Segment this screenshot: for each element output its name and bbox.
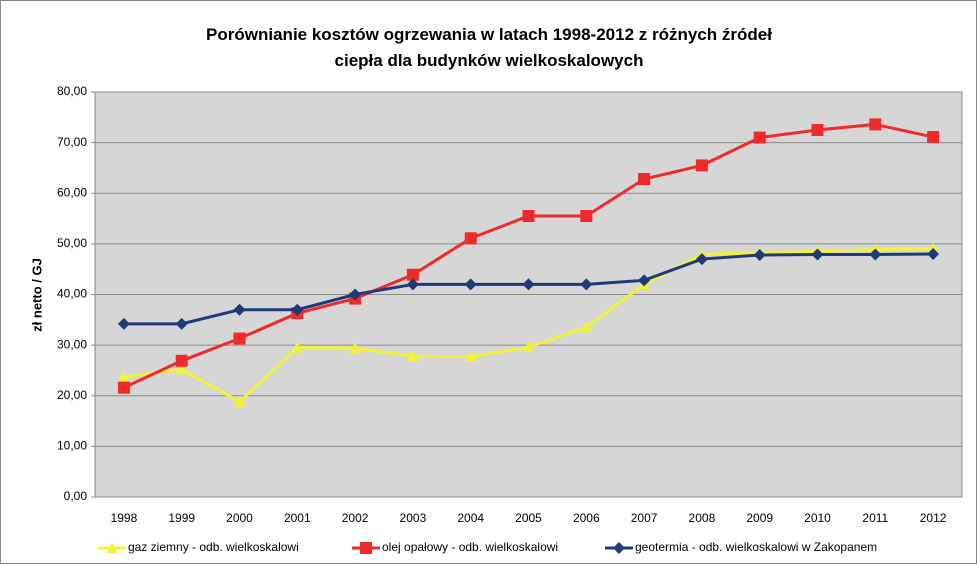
- point: [927, 131, 940, 144]
- legend-label: gaz ziemny - odb. wielkoskalowi: [128, 540, 299, 554]
- point: [580, 278, 593, 291]
- y-tick-label: 50,00: [57, 236, 87, 250]
- point: [175, 363, 188, 375]
- point: [291, 303, 304, 316]
- point: [464, 278, 477, 291]
- y-tick-label: 30,00: [57, 337, 87, 351]
- y-tick-label: 80,00: [57, 84, 87, 98]
- point: [117, 317, 130, 330]
- point: [580, 321, 593, 333]
- chart-title: Porównianie kosztów ogrzewania w latach …: [206, 25, 772, 70]
- point: [927, 248, 940, 260]
- point: [117, 381, 130, 394]
- point: [464, 350, 477, 362]
- x-tick-label: 2011: [862, 511, 888, 525]
- y-tick-label: 10,00: [57, 439, 87, 453]
- point: [811, 123, 824, 136]
- x-tick-label: 2001: [284, 511, 311, 525]
- x-tick-label: 2008: [689, 511, 716, 525]
- point: [106, 542, 118, 553]
- point: [349, 342, 362, 354]
- point: [753, 131, 766, 144]
- point: [613, 542, 625, 554]
- point: [638, 173, 651, 186]
- point: [580, 210, 593, 223]
- point: [638, 274, 651, 287]
- point: [233, 395, 246, 407]
- legend-label: olej opałowy - odb. wielkoskalowi: [382, 540, 558, 554]
- y-tick-label: 70,00: [57, 135, 87, 149]
- x-tick-label: 2004: [457, 511, 484, 525]
- x-tick-label: 1998: [111, 511, 138, 525]
- point: [811, 248, 824, 261]
- x-tick-label: 2006: [573, 511, 600, 525]
- point: [522, 278, 535, 291]
- x-tick-label: 2005: [515, 511, 542, 525]
- point: [233, 332, 246, 345]
- x-tick-label: 2003: [400, 511, 427, 525]
- x-tick-label: 2012: [920, 511, 947, 525]
- point: [291, 341, 304, 353]
- point: [522, 341, 535, 353]
- point: [175, 317, 188, 330]
- point: [695, 253, 708, 266]
- point: [117, 371, 130, 383]
- point: [360, 542, 372, 554]
- legend-label: geotermia - odb. wielkoskalowi w Zakopan…: [635, 540, 877, 554]
- point: [175, 354, 188, 367]
- y-tick-label: 40,00: [57, 287, 87, 301]
- point: [406, 268, 419, 281]
- y-tick-label: 20,00: [57, 388, 87, 402]
- point: [406, 350, 419, 362]
- x-tick-label: 2007: [631, 511, 658, 525]
- x-tick-label: 2009: [746, 511, 773, 525]
- y-tick-label: 60,00: [57, 185, 87, 199]
- point: [753, 249, 766, 262]
- point: [522, 210, 535, 223]
- x-tick-label: 2000: [226, 511, 253, 525]
- y-tick-label: 0,00: [64, 489, 88, 503]
- y-axis-label: zł netto / GJ: [29, 258, 44, 332]
- point: [869, 248, 882, 261]
- x-tick-label: 2002: [342, 511, 369, 525]
- x-tick-label: 1999: [168, 511, 195, 525]
- point: [695, 159, 708, 172]
- x-tick-label: 2010: [804, 511, 831, 525]
- point: [869, 118, 882, 131]
- point: [233, 303, 246, 316]
- point: [464, 232, 477, 245]
- point: [406, 278, 419, 291]
- point: [349, 288, 362, 301]
